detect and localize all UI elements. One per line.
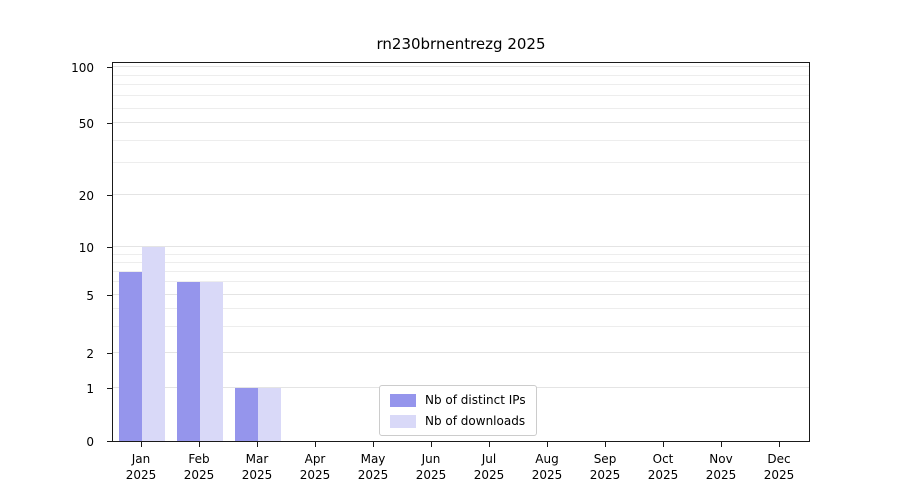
- gridline: [113, 139, 809, 141]
- x-tick-mark: [663, 442, 664, 447]
- bar-nb-of-distinct-ips-mar: [235, 387, 258, 441]
- bar-nb-of-distinct-ips-jan: [119, 271, 142, 441]
- legend-item-downloads: Nb of downloads: [390, 414, 526, 428]
- gridline: [113, 74, 809, 76]
- x-tick-mark: [141, 442, 142, 447]
- y-tick-mark: [107, 194, 112, 196]
- plot-area: Nb of distinct IPs Nb of downloads: [112, 62, 810, 442]
- gridline: [113, 122, 809, 124]
- legend-label-downloads: Nb of downloads: [425, 414, 526, 428]
- y-tick-label: 5: [86, 288, 94, 303]
- legend-label-distinct-ips: Nb of distinct IPs: [425, 393, 526, 407]
- x-tick-mark: [605, 442, 606, 447]
- gridline: [113, 246, 809, 248]
- x-tick-mark: [199, 442, 200, 447]
- legend-item-distinct-ips: Nb of distinct IPs: [390, 393, 526, 407]
- x-tick-label-may: May 2025: [357, 452, 389, 482]
- y-tick-mark: [107, 441, 112, 442]
- x-axis: Jan 2025 Feb 2025 Mar 2025 Apr 2025 May 2025 Jun 20…: [112, 442, 810, 492]
- legend-swatch-distinct-ips: [390, 393, 416, 407]
- y-tick-label: 1: [86, 381, 94, 396]
- x-tick-label-apr: Apr 2025: [299, 452, 331, 482]
- y-tick-label: 10: [78, 241, 94, 256]
- y-tick-label: 50: [78, 117, 94, 132]
- x-tick-label-aug: Aug 2025: [531, 452, 563, 482]
- x-tick-label-jun: Jun 2025: [415, 452, 447, 482]
- legend-swatch-downloads: [390, 414, 416, 428]
- bar-nb-of-downloads-mar: [258, 387, 281, 441]
- y-tick-label: 100: [71, 61, 94, 76]
- gridline: [113, 253, 809, 255]
- gridline: [113, 270, 809, 272]
- gridline: [113, 107, 809, 109]
- y-tick-mark: [107, 67, 112, 69]
- x-tick-label-jan: Jan 2025: [125, 452, 157, 482]
- x-tick-mark: [315, 442, 316, 447]
- bar-nb-of-downloads-feb: [200, 282, 223, 441]
- y-tick-mark: [107, 247, 112, 249]
- bar-nb-of-distinct-ips-feb: [177, 282, 200, 441]
- y-tick-label: 2: [86, 347, 94, 362]
- x-tick-mark: [431, 442, 432, 447]
- y-tick-mark: [107, 353, 112, 355]
- x-tick-label-mar: Mar 2025: [241, 452, 273, 482]
- x-tick-mark: [257, 442, 258, 447]
- y-tick-label: 20: [78, 188, 94, 203]
- y-tick-label: 0: [86, 435, 94, 449]
- bar-nb-of-downloads-jan: [142, 247, 165, 441]
- x-tick-label-feb: Feb 2025: [183, 452, 215, 482]
- x-tick-mark: [779, 442, 780, 447]
- y-axis: 0 1 2 5 10 20 50 100: [0, 61, 112, 449]
- x-tick-label-nov: Nov 2025: [705, 452, 737, 482]
- x-tick-label-oct: Oct 2025: [647, 452, 679, 482]
- x-tick-label-jul: Jul 2025: [473, 452, 505, 482]
- y-tick-mark: [107, 294, 112, 296]
- x-tick-mark: [373, 442, 374, 447]
- legend: Nb of distinct IPs Nb of downloads: [379, 385, 537, 436]
- y-tick-mark: [107, 387, 112, 389]
- gridline: [113, 95, 809, 97]
- x-tick-mark: [489, 442, 490, 447]
- x-tick-mark: [721, 442, 722, 447]
- gridline: [113, 261, 809, 263]
- x-tick-label-dec: Dec 2025: [763, 452, 795, 482]
- y-tick-mark: [107, 123, 112, 125]
- x-tick-mark: [547, 442, 548, 447]
- x-tick-label-sep: Sep 2025: [589, 452, 621, 482]
- gridline: [113, 193, 809, 195]
- gridline: [113, 84, 809, 86]
- gridline: [113, 66, 809, 68]
- chart-title: rn230brnentrezg 2025: [376, 35, 546, 53]
- gridline: [113, 162, 809, 164]
